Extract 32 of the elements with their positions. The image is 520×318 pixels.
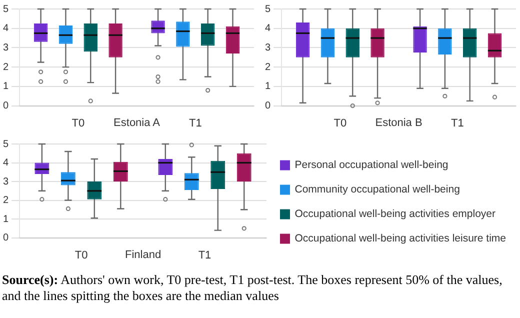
y-tick-label: 2 (3, 195, 9, 206)
y-tick-label: 5 (3, 138, 9, 150)
x-tick-label: T0 (334, 117, 347, 130)
x-tick-label: T0 (74, 249, 88, 262)
x-axis-title: Estonia B (375, 116, 422, 129)
y-tick-label: 0 (3, 232, 9, 244)
legend-label: Personal occupational well-being (294, 159, 448, 172)
y-tick-label: 5 (265, 4, 271, 15)
source-note: Source(s): Authors' own work, T0 pre-test, T1 post-test. The boxes represent 50% of the values, and the lines spitting the boxes are the median values (2, 272, 504, 304)
y-tick-label: 5 (3, 4, 9, 15)
x-tick-label: T1 (188, 117, 202, 130)
y-tick-label: 4 (3, 158, 9, 169)
y-tick-label: 1 (3, 81, 9, 92)
y-tick-label: 3 (3, 176, 9, 188)
y-tick-label: 0 (3, 100, 9, 112)
y-tick-label: 1 (265, 81, 271, 92)
legend-label: Occupational well-being activities employer (294, 208, 496, 220)
y-tick-label: 1 (3, 214, 9, 225)
y-tick-label: 4 (3, 23, 9, 34)
y-tick-label: 4 (265, 23, 271, 34)
x-tick-label: T1 (450, 117, 464, 130)
legend-label: Community occupational well-being (294, 184, 460, 196)
legend-label: Occupational well-being activities leisure time (294, 232, 506, 245)
y-tick-label: 3 (265, 42, 271, 54)
y-tick-label: 2 (265, 62, 271, 73)
y-tick-label: 2 (3, 62, 9, 73)
y-tick-label: 3 (3, 42, 9, 54)
y-tick-label: 0 (265, 100, 271, 112)
x-axis-title: Estonia A (114, 116, 161, 129)
x-tick-label: T0 (72, 117, 85, 130)
x-tick-label: T1 (198, 249, 212, 262)
x-axis-title: Finland (124, 248, 162, 261)
